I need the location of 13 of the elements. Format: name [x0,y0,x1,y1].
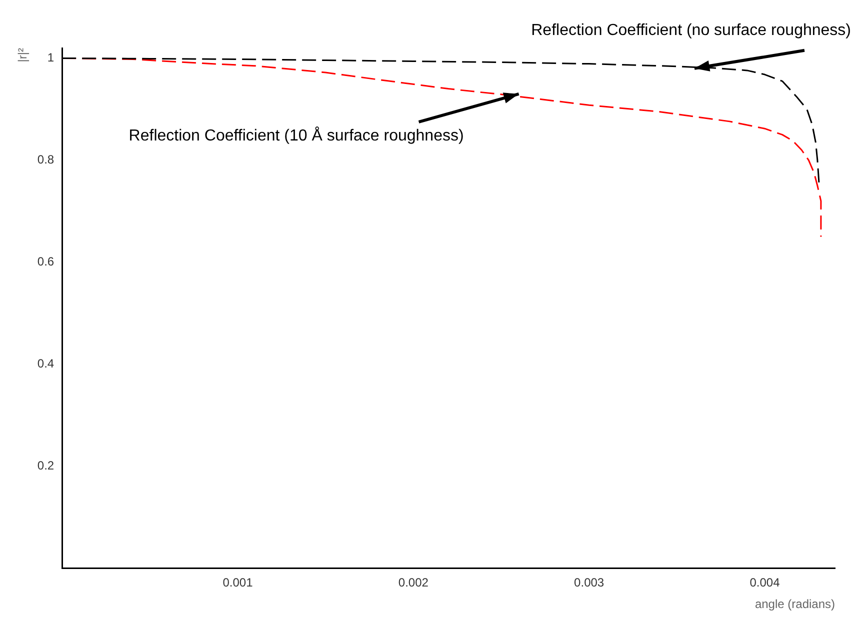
x-tick-label: 0.004 [750,576,780,590]
x-tick-label: 0.002 [398,576,429,590]
y-tick-label: 0.4 [37,356,54,371]
y-axis-title: |r|² [16,48,30,62]
annotation: Reflection Coefficient (10 Å surface roughness) [128,126,464,144]
y-tick-label: 0.6 [37,254,54,269]
y-tick-label: 1 [47,50,54,65]
annotation: Reflection Coefficient (no surface roughness) [531,22,851,39]
x-tick-label: 0.001 [222,576,254,590]
x-axis-title: angle (radians) [754,597,835,612]
x-tick-label: 0.003 [574,576,604,590]
y-tick-label: 0.8 [37,152,54,167]
y-tick-label: 0.2 [37,458,54,473]
